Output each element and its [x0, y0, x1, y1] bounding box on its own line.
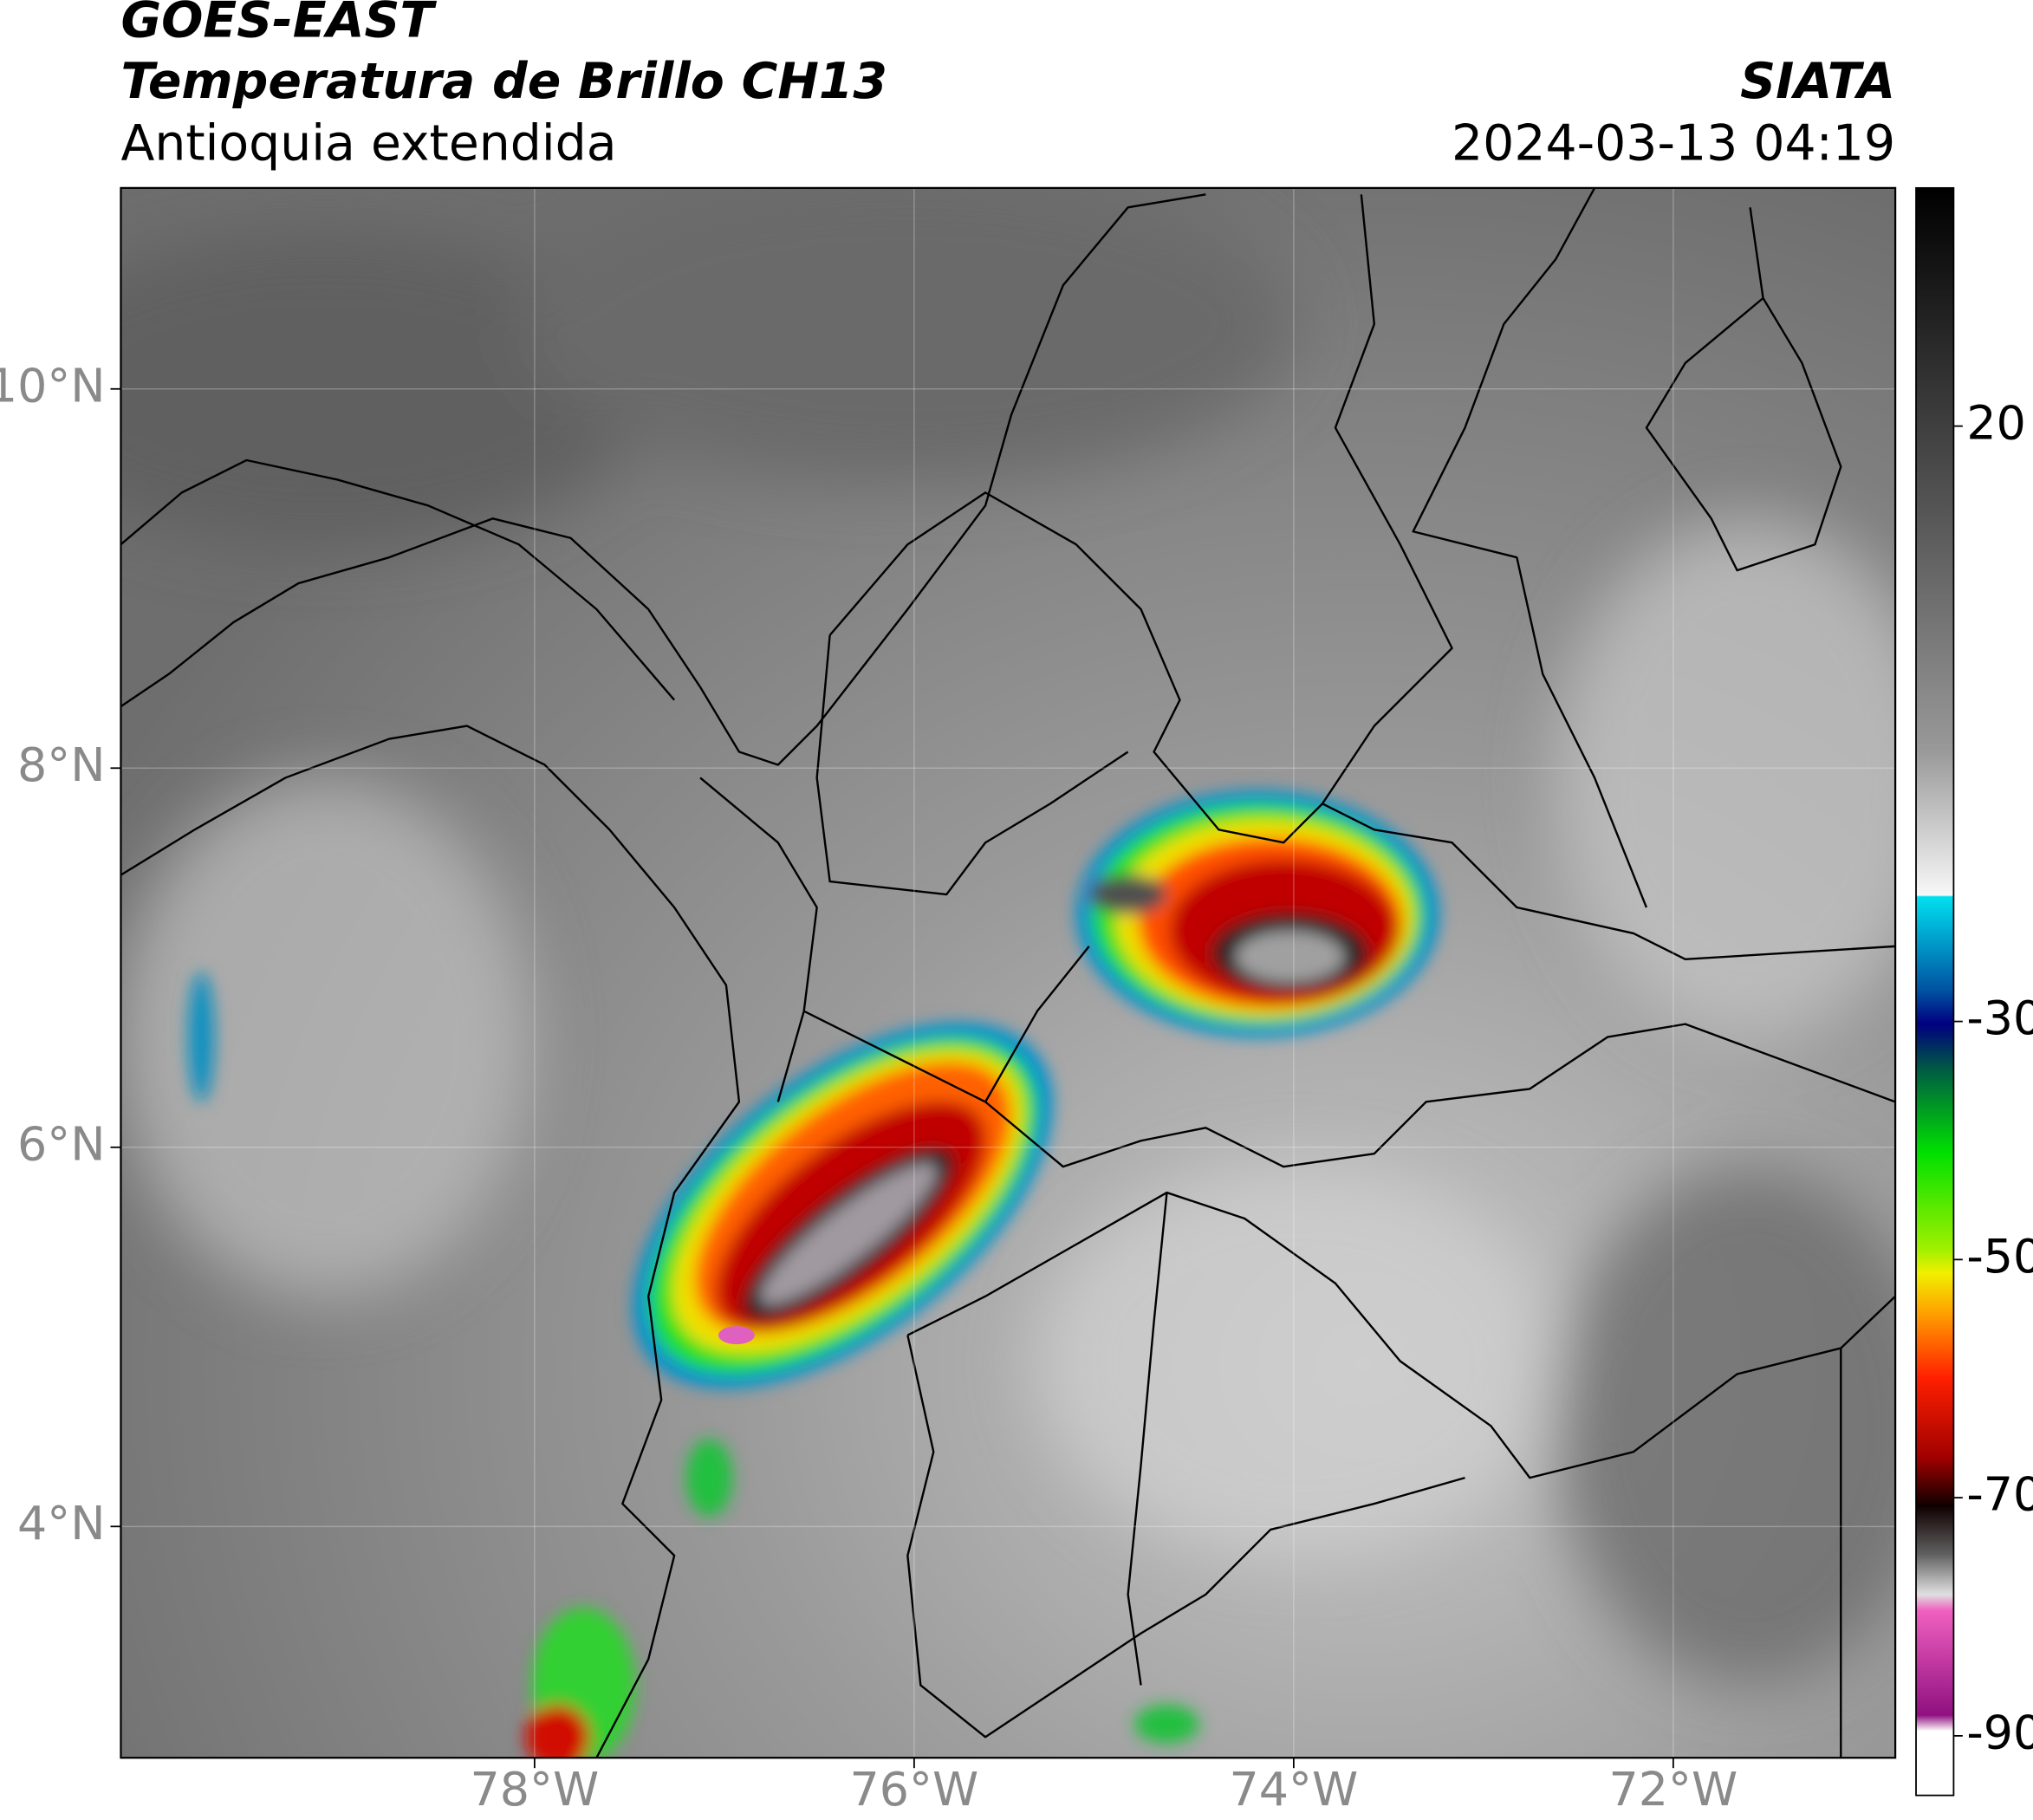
- small-cells: [188, 972, 1199, 1758]
- x-tick-label: 76°W: [850, 1762, 979, 1817]
- cloud-field: [120, 187, 1896, 1686]
- source: SIATA: [1740, 53, 1895, 110]
- colorbar-label: -50: [1966, 1229, 2033, 1284]
- storm-east: [1075, 790, 1439, 1037]
- y-tick-label: 8°N: [17, 738, 105, 792]
- colorbar-label: -90: [1966, 1706, 2033, 1760]
- x-tick-label: 74°W: [1230, 1762, 1359, 1817]
- y-tick-label: 10°N: [0, 358, 106, 413]
- colorbar-label: -70: [1966, 1467, 2033, 1522]
- borders: [120, 187, 1896, 1758]
- colorbar-label: -30: [1966, 991, 2033, 1045]
- graticule: [110, 187, 1896, 1769]
- coldest-spot: [718, 1326, 755, 1345]
- datetime: 2024-03-13 04:19: [1452, 115, 1895, 172]
- x-tick-label: 72°W: [1609, 1762, 1738, 1817]
- colorbar: [1915, 186, 1955, 1797]
- map-frame: [120, 186, 1897, 1759]
- y-tick-label: 6°N: [17, 1116, 105, 1171]
- storm-west: [633, 1023, 1053, 1388]
- title: GOES-EAST: [120, 0, 437, 49]
- x-tick-label: 78°W: [471, 1762, 600, 1817]
- region: Antioquia extendida: [120, 115, 616, 172]
- colorbar-label: 20: [1966, 395, 2026, 450]
- y-tick-label: 4°N: [17, 1496, 105, 1550]
- subtitle: Temperatura de Brillo CH13: [120, 53, 887, 110]
- map-area: [120, 187, 1896, 1758]
